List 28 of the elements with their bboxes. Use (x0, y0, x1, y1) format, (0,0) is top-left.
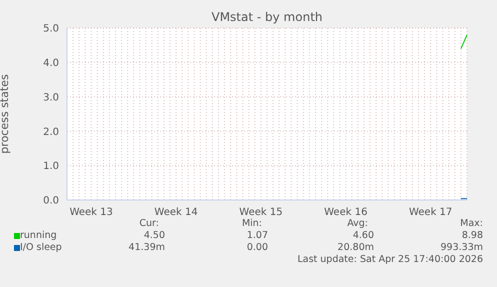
text: 993.33m (440, 242, 483, 253)
y-tick-label: 3.0 (43, 92, 59, 104)
chart-title: VMstat - by month (210, 10, 324, 24)
x-tick-label: Week 15 (239, 207, 283, 218)
x-tick-label: Week 16 (324, 207, 368, 218)
text: Last update: Sat Apr 25 17:40:00 2026 (297, 254, 483, 265)
text: Cur: (139, 218, 159, 229)
text: 1.07 (246, 230, 268, 241)
text: 8.98 (462, 230, 483, 241)
y-tick-label: 2.0 (43, 126, 59, 138)
text: Avg: (347, 218, 368, 229)
x-tick-label: Week 13 (70, 207, 113, 218)
y-tick-label: 4.0 (43, 58, 59, 69)
y-tick-label: 1.0 (43, 161, 59, 172)
y-tick-label: 5.0 (43, 24, 59, 35)
legend-label: running (20, 230, 57, 241)
x-tick-label: Week 14 (154, 207, 198, 218)
text: 20.80m (338, 242, 374, 253)
text: 4.60 (352, 230, 374, 241)
x-tick-label: Week 17 (408, 207, 452, 218)
legend-label: I/O sleep (20, 242, 62, 253)
text: 0.00 (246, 242, 268, 253)
text: 4.50 (144, 230, 165, 241)
text: Min: (242, 218, 262, 229)
text: 41.39m (128, 242, 165, 253)
y-axis-title: process states (0, 74, 11, 154)
text: Max: (460, 218, 483, 229)
y-tick-label: 0.0 (43, 196, 59, 207)
